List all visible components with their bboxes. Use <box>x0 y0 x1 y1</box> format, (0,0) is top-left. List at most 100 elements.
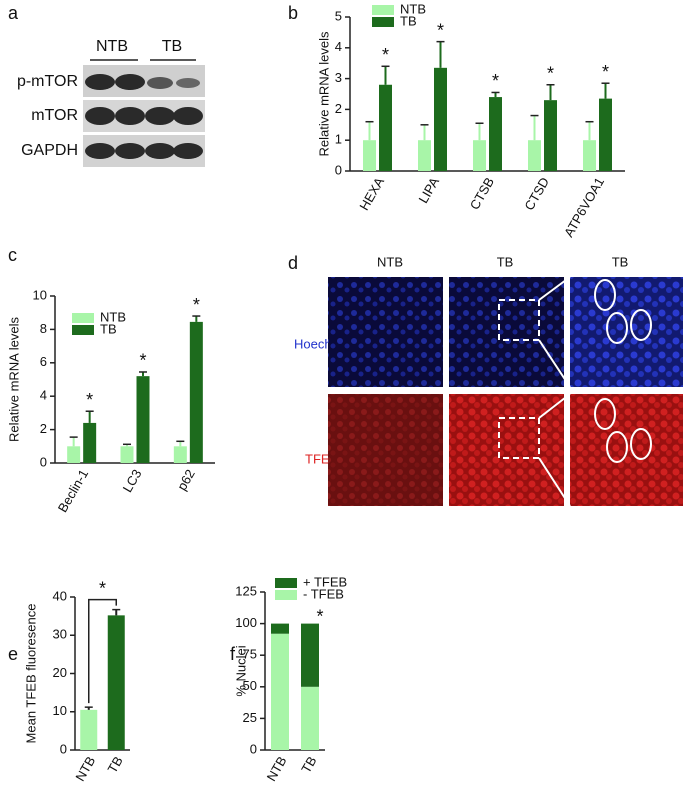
x-tick-label: p62 <box>174 467 198 493</box>
y-axis-label: Relative mRNA levels <box>316 31 331 156</box>
x-tick-label: CTSD <box>521 175 552 213</box>
bar <box>80 709 98 750</box>
y-tick-label: 2 <box>335 101 342 116</box>
x-tick-label: TB <box>298 754 319 776</box>
group-label: NTB <box>96 38 128 55</box>
significance: * <box>193 295 200 315</box>
bar <box>544 100 557 171</box>
y-tick-label: 40 <box>53 588 67 603</box>
y-tick-label: 8 <box>40 321 47 336</box>
bar <box>189 321 203 463</box>
row-label: p-mTOR <box>17 73 78 90</box>
y-tick-label: 20 <box>53 665 67 680</box>
significance: * <box>602 62 609 82</box>
column-label: TB <box>612 254 629 269</box>
y-tick-label: 100 <box>235 615 257 630</box>
bar <box>418 140 431 171</box>
y-tick-label: 0 <box>60 741 67 756</box>
image <box>328 277 443 387</box>
y-tick-label: 30 <box>53 627 67 642</box>
bar <box>583 140 596 171</box>
significance: * <box>547 64 554 84</box>
western-blot: NTB TB p-mTOR mTOR GAPDH <box>17 38 205 167</box>
y-axis-label: % Nuclei <box>233 645 248 696</box>
legend-label: TB <box>100 321 117 336</box>
bar <box>271 633 289 750</box>
y-axis-label: Relative mRNA levels <box>6 317 21 442</box>
legend-label: - TFEB <box>303 586 344 601</box>
bar <box>120 446 134 463</box>
bar <box>528 140 541 171</box>
column-label: TB <box>497 254 514 269</box>
x-tick-label: NTB <box>72 754 98 784</box>
y-tick-label: 125 <box>235 583 257 598</box>
row-label: GAPDH <box>21 142 78 159</box>
significance: * <box>316 606 323 626</box>
y-tick-label: 0 <box>250 741 257 756</box>
column-label: NTB <box>377 254 403 269</box>
bar <box>301 686 319 750</box>
legend-swatch <box>72 313 94 323</box>
panel-letter: f <box>230 644 236 664</box>
y-tick-label: 2 <box>40 421 47 436</box>
y-tick-label: 3 <box>335 70 342 85</box>
legend-label: TB <box>400 13 417 28</box>
bar <box>473 140 486 171</box>
bar <box>136 376 150 463</box>
bar <box>173 446 187 463</box>
x-tick-label: NTB <box>264 754 290 784</box>
legend-label: NTB <box>100 309 126 324</box>
y-tick-label: 10 <box>33 287 47 302</box>
image <box>328 394 443 506</box>
bar <box>67 446 81 463</box>
bar <box>301 623 319 687</box>
y-axis-label: Mean TFEB fluoresence <box>23 604 38 744</box>
y-tick-label: 1 <box>335 132 342 147</box>
y-tick-label: 75 <box>243 647 257 662</box>
legend-swatch <box>372 5 394 15</box>
panel-letter: a <box>8 3 19 23</box>
zoom-marks <box>498 276 652 507</box>
panel-letter: d <box>288 253 298 273</box>
y-tick-label: 5 <box>335 8 342 23</box>
legend-swatch <box>275 578 297 588</box>
bar <box>599 98 612 171</box>
legend-label: NTB <box>400 1 426 16</box>
microscopy: NTB TB TB Hoechst TFEB <box>294 254 683 507</box>
significance: * <box>492 71 499 91</box>
y-tick-label: 4 <box>40 388 47 403</box>
legend-swatch <box>72 325 94 335</box>
x-tick-label: LIPA <box>415 174 442 205</box>
y-tick-label: 4 <box>335 39 342 54</box>
significance: * <box>382 45 389 65</box>
bar <box>83 422 97 463</box>
y-tick-label: 6 <box>40 354 47 369</box>
significance: * <box>139 351 146 371</box>
y-tick-label: 50 <box>243 678 257 693</box>
y-tick-label: 10 <box>53 703 67 718</box>
x-tick-label: Beclin-1 <box>55 467 91 515</box>
bar <box>489 97 502 171</box>
x-tick-label: HEXA <box>356 174 387 212</box>
group-label: TB <box>162 38 182 55</box>
panel-letter: c <box>8 245 17 265</box>
row-label: mTOR <box>31 107 78 124</box>
x-tick-label: LC3 <box>120 467 145 495</box>
y-tick-label: 0 <box>40 454 47 469</box>
significance: * <box>437 20 444 40</box>
bracket <box>88 598 117 704</box>
bar <box>271 623 289 634</box>
y-tick-label: 0 <box>335 162 342 177</box>
y-tick-label: 25 <box>243 710 257 725</box>
x-tick-label: ATP6VOA1 <box>561 175 607 240</box>
x-tick-label: CTSB <box>467 175 497 213</box>
panel-letter: b <box>288 3 298 23</box>
legend-swatch <box>372 17 394 27</box>
bar <box>363 140 376 171</box>
bands <box>85 74 203 159</box>
legend-swatch <box>275 590 297 600</box>
legend-label: + TFEB <box>303 574 347 589</box>
panel-letter: e <box>8 644 18 664</box>
bar <box>379 84 392 171</box>
